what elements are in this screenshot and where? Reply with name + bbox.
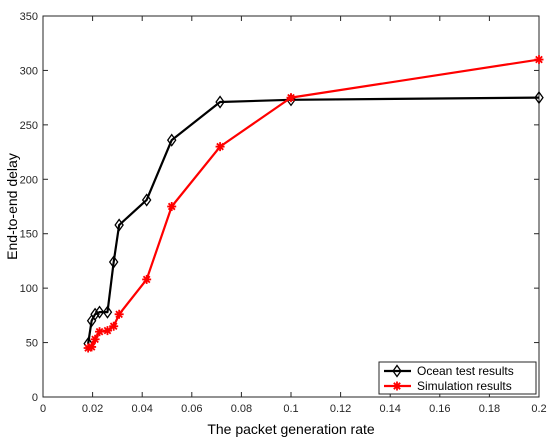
series-1 xyxy=(84,92,543,349)
data-point xyxy=(287,93,296,102)
data-point xyxy=(91,335,100,344)
x-tick-label: 0.08 xyxy=(231,403,252,415)
data-point xyxy=(115,310,124,319)
x-tick-label: 0.12 xyxy=(330,403,351,415)
series-line xyxy=(88,98,539,344)
legend-label: Simulation results xyxy=(417,379,512,393)
series-layer xyxy=(84,55,544,352)
x-tick-label: 0 xyxy=(40,403,46,415)
data-point xyxy=(167,202,176,211)
y-tick-label: 150 xyxy=(20,229,38,241)
y-tick-label: 300 xyxy=(20,65,38,77)
x-tick-label: 0.16 xyxy=(429,403,450,415)
data-point xyxy=(535,55,544,64)
legend-marker xyxy=(393,382,402,391)
data-point xyxy=(142,275,151,284)
y-tick-label: 250 xyxy=(20,120,38,132)
y-axis-label: End-to-end delay xyxy=(4,153,20,260)
y-tick-label: 100 xyxy=(20,283,38,295)
y-tick-label: 0 xyxy=(32,392,38,404)
x-tick-label: 0.14 xyxy=(379,403,400,415)
x-axis-label: The packet generation rate xyxy=(207,421,375,437)
plot-frame xyxy=(43,16,539,397)
data-point xyxy=(109,322,118,331)
x-tick-label: 0.02 xyxy=(82,403,103,415)
y-tick-label: 50 xyxy=(26,338,38,350)
x-tick-label: 0.2 xyxy=(531,403,546,415)
y-tick-label: 350 xyxy=(20,11,38,23)
data-point xyxy=(216,142,225,151)
y-tick-label: 200 xyxy=(20,174,38,186)
x-tick-label: 0.18 xyxy=(479,403,500,415)
x-tick-label: 0.04 xyxy=(131,403,152,415)
legend-label: Ocean test results xyxy=(417,364,514,378)
data-point xyxy=(103,326,112,335)
data-point xyxy=(95,327,104,336)
series-line xyxy=(88,60,539,348)
x-tick-label: 0.06 xyxy=(181,403,202,415)
x-tick-label: 0.1 xyxy=(283,403,298,415)
